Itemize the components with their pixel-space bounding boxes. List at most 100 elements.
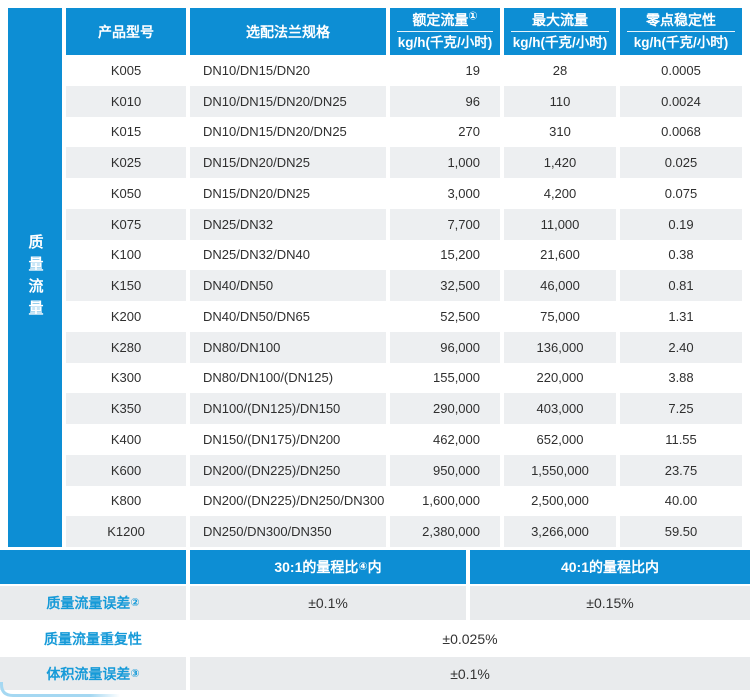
zero-stability-cell: 0.0024 (620, 85, 742, 117)
rated-flow-unit: kg/h(千克/小时) (397, 35, 493, 51)
col-header-max-flow: 最大流量 kg/h(千克/小时) (504, 8, 616, 55)
col-header-zero-stability: 零点稳定性 kg/h(千克/小时) (620, 8, 742, 55)
mass-error-40-value: ±0.15% (470, 586, 750, 620)
col-header-model: 产品型号 (66, 8, 186, 55)
max-flow-unit: kg/h(千克/小时) (512, 35, 608, 51)
max-flow-cell: 3,266,000 (504, 516, 616, 547)
max-flow-cell: 21,600 (540, 247, 580, 263)
model-cell: K280 (66, 331, 186, 363)
flange-cell: DN25/DN32/DN40 (203, 247, 310, 263)
table-row: K600 DN200/(DN225)/DN250 950,000 1,550,0… (66, 454, 742, 486)
zero-stability-cell: 11.55 (665, 431, 697, 447)
turndown-header-row: 30:1的量程比 ④ 内 40:1的量程比内 (0, 550, 750, 584)
table-row: K150 DN40/DN50 32,500 46,000 0.81 (66, 270, 742, 301)
turndown-header-spacer (0, 550, 186, 584)
max-flow-cell: 11,000 (504, 208, 616, 240)
rated-flow-cell: 2,380,000 (390, 516, 500, 547)
zero-stability-cell: 0.075 (664, 185, 698, 201)
repeatability-row: 质量流量重复性 ±0.025% (0, 622, 750, 655)
zero-stability-cell: 7.25 (620, 393, 742, 424)
model-cell: K350 (66, 393, 186, 424)
rated-flow-cell: 462,000 (433, 431, 480, 447)
model-cell: K075 (66, 208, 186, 240)
model-cell: K010 (66, 85, 186, 117)
max-flow-cell: 136,000 (504, 331, 616, 363)
rated-flow-cell: 950,000 (390, 454, 500, 486)
model-cell: K200 (110, 308, 142, 324)
flange-cell: DN100/(DN125)/DN150 (190, 393, 386, 424)
volume-error-value: ±0.1% (190, 657, 750, 690)
flange-cell: DN15/DN20/DN25 (190, 147, 386, 178)
max-flow-cell: 1,420 (504, 147, 616, 178)
table-row: K025 DN15/DN20/DN25 1,000 1,420 0.025 (66, 147, 742, 178)
flange-cell: DN150/(DN175)/DN200 (203, 431, 341, 447)
zero-stability-cell: 2.40 (620, 331, 742, 363)
mass-error-30-value: ±0.1% (190, 586, 466, 620)
max-flow-cell: 4,200 (543, 185, 577, 201)
model-cell: K005 (110, 62, 142, 78)
flange-cell: DN80/DN100 (190, 331, 386, 363)
rated-flow-cell: 96 (390, 85, 500, 117)
rated-flow-cell: 290,000 (390, 393, 500, 424)
rated-flow-title: 额定流量① (397, 10, 493, 33)
turndown-30-header: 30:1的量程比 ④ 内 (190, 550, 466, 584)
zero-stability-cell: 0.81 (620, 270, 742, 301)
table-row: K280 DN80/DN100 96,000 136,000 2.40 (66, 331, 742, 363)
model-cell: K025 (66, 147, 186, 178)
max-flow-cell: 28 (552, 62, 568, 78)
accuracy-section: 30:1的量程比 ④ 内 40:1的量程比内 质量流量误差 ② ±0.1% ±0.15… (0, 550, 750, 690)
turndown-40-header: 40:1的量程比内 (470, 550, 750, 584)
flange-cell: DN40/DN50/DN65 (203, 308, 310, 324)
max-flow-cell: 1,550,000 (504, 454, 616, 486)
zero-stability-cell: 0.0005 (661, 62, 701, 78)
footnote-1-marker: ① (468, 10, 478, 23)
zero-stability-cell: 3.88 (668, 370, 694, 386)
table-row: K050 DN15/DN20/DN25 3,000 4,200 0.075 (66, 178, 742, 209)
mass-error-label: 质量流量误差 ② (0, 586, 186, 620)
table-row: K005 DN10/DN15/DN20 19 28 0.0005 (66, 55, 742, 86)
max-flow-cell: 110 (504, 85, 616, 117)
category-label: 质量流量 (26, 233, 44, 322)
flange-cell: DN40/DN50 (190, 270, 386, 301)
table-row: K015 DN10/DN15/DN20/DN25 270 310 0.0068 (66, 117, 742, 148)
zero-stability-title: 零点稳定性 (627, 12, 735, 33)
rated-flow-cell: 270 (458, 124, 480, 140)
flange-cell: DN200/(DN225)/DN250 (190, 454, 386, 486)
model-cell: K800 (110, 493, 142, 509)
table-row: K400 DN150/(DN175)/DN200 462,000 652,000… (66, 424, 742, 455)
zero-stability-cell: 23.75 (620, 454, 742, 486)
flange-cell: DN10/DN15/DN20/DN25 (203, 124, 347, 140)
col-header-flange: 选配法兰规格 (190, 8, 386, 55)
corner-frame-decoration (0, 682, 120, 697)
flange-cell: DN200/(DN225)/DN250/DN300 (203, 493, 385, 509)
max-flow-cell: 652,000 (536, 431, 584, 447)
spec-table: 产品型号 选配法兰规格 额定流量① kg/h(千克/小时) 最大流量 kg/h(… (66, 8, 742, 547)
zero-stability-unit: kg/h(千克/小时) (633, 35, 729, 51)
spec-rows: K005 DN10/DN15/DN20 19 28 0.0005 K010 DN… (66, 55, 742, 547)
table-row: K200 DN40/DN50/DN65 52,500 75,000 1.31 (66, 301, 742, 332)
max-flow-cell: 2,500,000 (531, 493, 589, 509)
table-row: K800 DN200/(DN225)/DN250/DN300 1,600,000… (66, 486, 742, 517)
rated-flow-cell: 1,000 (390, 147, 500, 178)
table-row: K350 DN100/(DN125)/DN150 290,000 403,000… (66, 393, 742, 424)
table-row: K1200 DN250/DN300/DN350 2,380,000 3,266,… (66, 516, 742, 547)
model-cell: K1200 (66, 516, 186, 547)
repeatability-value: ±0.025% (442, 630, 498, 647)
flange-cell: DN10/DN15/DN20/DN25 (190, 85, 386, 117)
model-cell: K150 (66, 270, 186, 301)
max-flow-cell: 46,000 (504, 270, 616, 301)
table-row: K010 DN10/DN15/DN20/DN25 96 110 0.0024 (66, 85, 742, 117)
rated-flow-cell: 7,700 (390, 208, 500, 240)
flange-cell: DN10/DN15/DN20 (203, 62, 310, 78)
zero-stability-cell: 0.0068 (661, 124, 701, 140)
zero-stability-cell: 59.50 (620, 516, 742, 547)
rated-flow-cell: 15,200 (440, 247, 480, 263)
rated-flow-cell: 32,500 (390, 270, 500, 301)
rated-flow-cell: 3,000 (447, 185, 480, 201)
zero-stability-cell: 0.025 (620, 147, 742, 178)
flange-cell: DN250/DN300/DN350 (190, 516, 386, 547)
model-cell: K600 (66, 454, 186, 486)
table-row: K300 DN80/DN100/(DN125) 155,000 220,000 … (66, 363, 742, 394)
rated-flow-cell: 19 (465, 62, 480, 78)
